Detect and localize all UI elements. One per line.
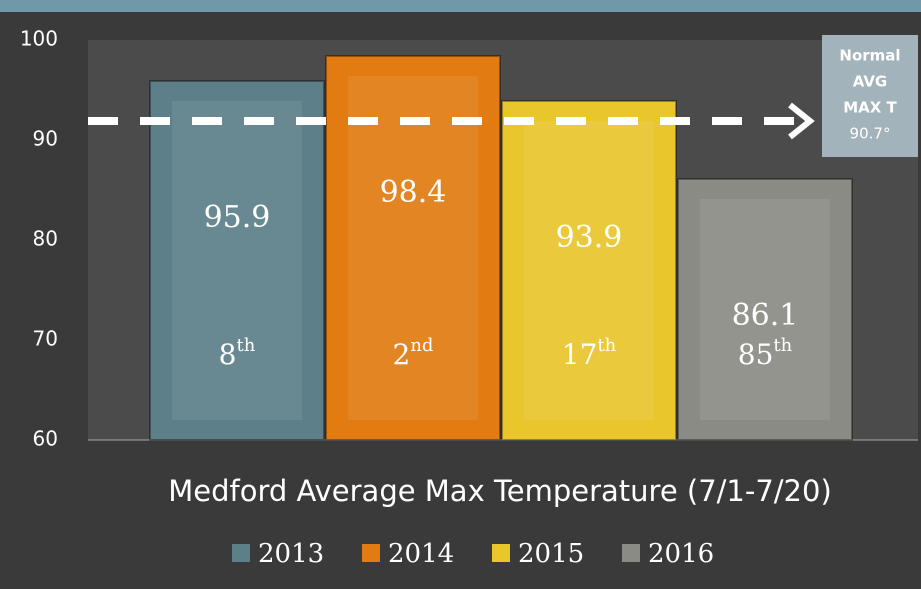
annotation-text: 90.7° — [850, 125, 891, 143]
annotation-text: AVG — [853, 73, 888, 91]
legend-swatch — [362, 544, 380, 562]
rank-number: 8 — [219, 338, 237, 371]
annotation-text: Normal — [839, 47, 900, 65]
bar-inner — [348, 76, 478, 420]
rank-suffix: nd — [410, 335, 433, 356]
legend-swatch — [232, 544, 250, 562]
y-tick-label: 90 — [33, 127, 58, 151]
rank-label: 17th — [562, 335, 617, 371]
chart-title: Medford Average Max Temperature (7/1-7/2… — [168, 474, 832, 508]
value-label: 86.1 — [732, 298, 799, 333]
legend-label: 2013 — [258, 539, 324, 569]
bar — [501, 100, 677, 441]
legend-label: 2016 — [648, 539, 714, 569]
value-label: 98.4 — [380, 175, 447, 210]
rank-number: 85 — [738, 338, 774, 371]
top-strip — [0, 0, 921, 12]
rank-label: 85th — [738, 335, 793, 371]
y-tick-label: 80 — [33, 227, 58, 251]
bar — [149, 80, 325, 441]
value-label: 93.9 — [556, 220, 623, 255]
rank-suffix: th — [597, 335, 616, 356]
y-tick-label: 70 — [33, 327, 58, 351]
legend-label: 2014 — [388, 539, 454, 569]
rank-label: 2nd — [393, 335, 434, 371]
y-tick-label: 60 — [33, 427, 58, 451]
rank-suffix: th — [237, 335, 256, 356]
rank-number: 17 — [562, 338, 598, 371]
bar-inner — [172, 101, 302, 420]
annotation-text: MAX T — [843, 99, 897, 117]
bar — [677, 178, 853, 441]
bar-inner — [524, 121, 654, 420]
legend-label: 2015 — [518, 539, 584, 569]
rank-label: 8th — [219, 335, 256, 371]
legend-swatch — [492, 544, 510, 562]
annotation-box — [822, 35, 918, 157]
y-tick-label: 100 — [20, 27, 58, 51]
bar-inner — [700, 199, 830, 420]
rank-suffix: th — [773, 335, 792, 356]
reference-arrow — [788, 102, 815, 140]
rank-number: 2 — [393, 338, 411, 371]
value-label: 95.9 — [204, 200, 271, 235]
legend-swatch — [622, 544, 640, 562]
